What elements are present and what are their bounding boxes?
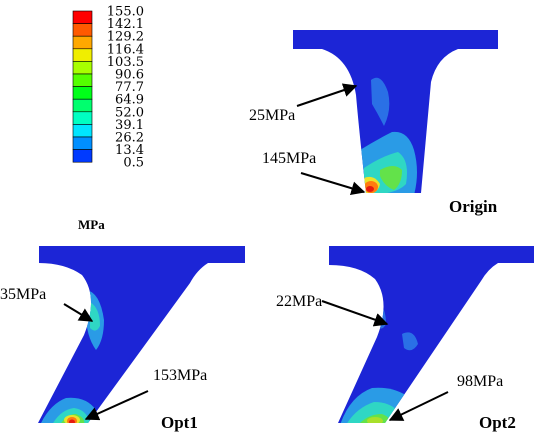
legend-swatch	[72, 98, 93, 113]
opt1-label: Opt1	[161, 413, 198, 432]
legend-level-label: 103.5	[107, 55, 144, 70]
legend-labels: 155.0142.1129.2116.4103.590.677.764.952.…	[107, 5, 144, 171]
legend-swatch	[72, 61, 93, 75]
panel-opt1: 35MPa 153MPa Opt1	[0, 246, 245, 432]
legend-swatch	[72, 86, 93, 100]
opt1-peak-zone	[69, 419, 75, 423]
legend-swatch	[72, 35, 93, 50]
legend-unit: MPa	[78, 217, 105, 232]
opt1-arrow-upper	[63, 303, 94, 322]
legend-level-label: 142.1	[107, 17, 144, 32]
origin-green-zone	[380, 166, 402, 190]
origin-annotation-upper: 25MPa	[249, 107, 295, 124]
opt2-arrow-upper	[321, 300, 389, 327]
legend-swatch	[72, 48, 93, 62]
opt2-low-zone-mid	[402, 332, 418, 351]
opt2-arrow-lower	[388, 391, 449, 421]
legend-level-label: 52.0	[115, 105, 144, 120]
origin-low-zone	[371, 77, 390, 126]
origin-contour	[293, 30, 498, 193]
legend-swatch	[72, 111, 93, 125]
legend-level-label: 116.4	[107, 42, 144, 57]
legend-level-label: 39.1	[115, 118, 144, 133]
legend-swatch	[72, 10, 93, 24]
opt2-annotation-upper: 22MPa	[276, 293, 322, 310]
opt1-annotation-lower: 153MPa	[153, 367, 207, 384]
legend-swatch	[72, 149, 93, 163]
legend-swatch	[72, 136, 93, 150]
legend-level-label: 155.0	[107, 5, 144, 20]
origin-arrow-lower	[300, 172, 366, 196]
opt2-annotation-lower: 98MPa	[457, 373, 503, 390]
origin-peak-zone	[366, 186, 374, 192]
panel-opt2: 22MPa 98MPa Opt2	[276, 246, 534, 432]
origin-label: Origin	[449, 197, 498, 216]
opt1-contour	[38, 246, 245, 423]
legend-swatch	[72, 124, 93, 138]
legend-level-label: 13.4	[115, 143, 144, 158]
opt2-label: Opt2	[479, 413, 516, 432]
origin-annotation-lower: 145MPa	[262, 150, 316, 167]
origin-arrow-upper	[296, 83, 358, 107]
legend-level-label: 129.2	[107, 30, 144, 45]
opt1-arrow-lower	[84, 390, 149, 421]
panel-origin: 25MPa 145MPa Origin	[249, 30, 498, 216]
legend-level-label: 90.6	[115, 68, 144, 83]
legend-swatch	[72, 23, 93, 37]
legend-swatches	[72, 10, 93, 163]
legend-level-label: 77.7	[115, 80, 144, 95]
legend-swatch	[72, 73, 93, 87]
color-legend: 155.0142.1129.2116.4103.590.677.764.952.…	[72, 5, 144, 232]
legend-level-label: 0.5	[123, 156, 144, 171]
opt2-peak-zone	[367, 417, 383, 423]
legend-level-label: 26.2	[115, 131, 144, 146]
opt1-annotation-upper: 35MPa	[0, 286, 46, 303]
legend-level-label: 64.9	[115, 93, 144, 108]
